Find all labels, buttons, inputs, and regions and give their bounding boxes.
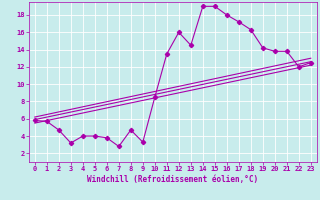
- X-axis label: Windchill (Refroidissement éolien,°C): Windchill (Refroidissement éolien,°C): [87, 175, 258, 184]
